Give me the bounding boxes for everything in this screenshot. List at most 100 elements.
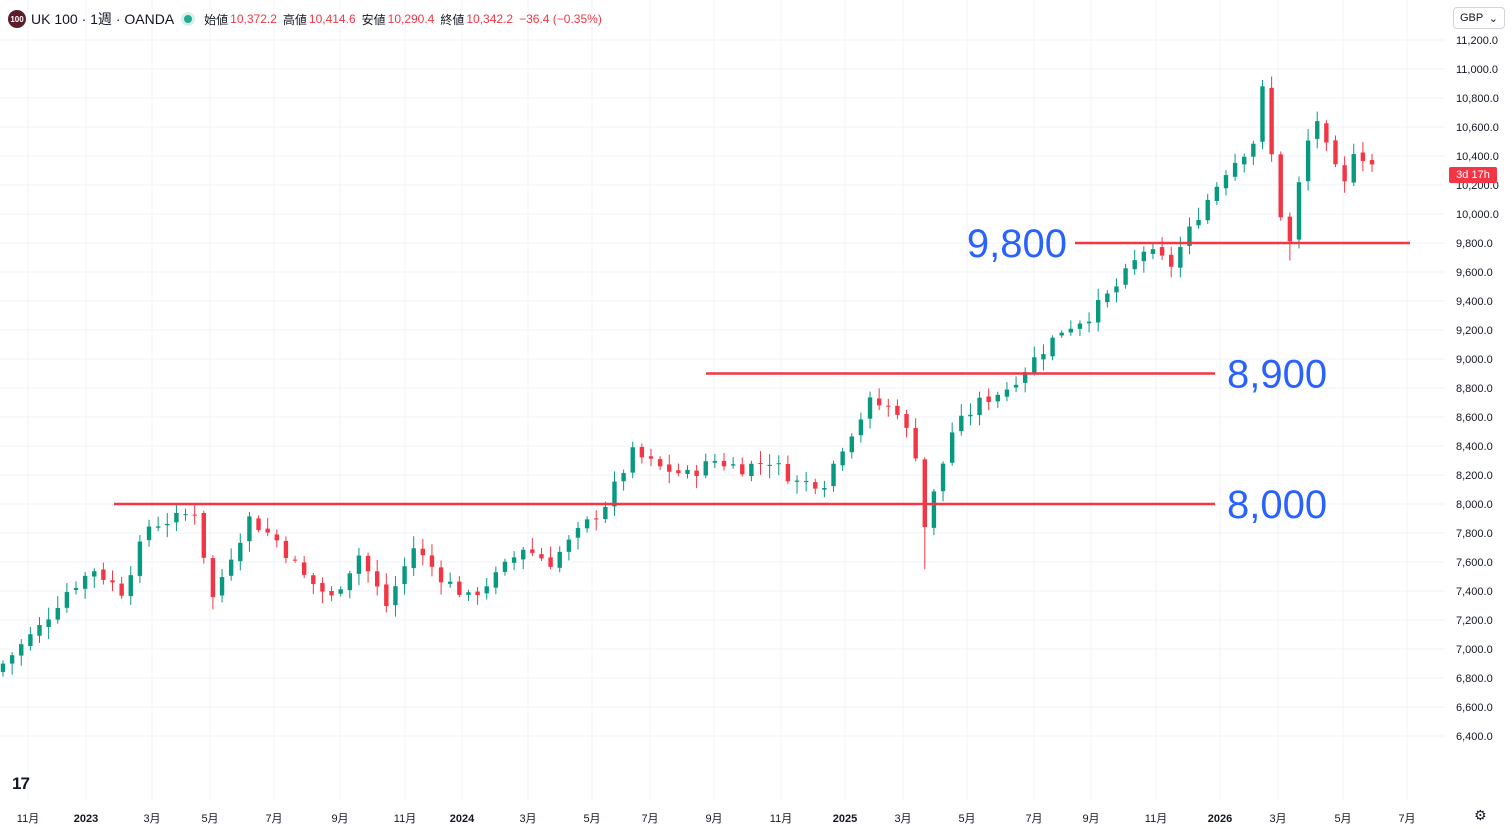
y-tick-label: 6,600.0 xyxy=(1456,702,1493,714)
candle-body xyxy=(420,548,426,556)
candle-body xyxy=(767,464,772,466)
candle-body xyxy=(210,558,216,598)
level-label-9800: 9,800 xyxy=(967,222,1067,266)
candle-body xyxy=(813,482,818,489)
candle-body xyxy=(749,463,754,477)
candle-body xyxy=(1342,165,1347,182)
y-tick-label: 9,600.0 xyxy=(1456,267,1493,279)
candle-body xyxy=(155,526,161,528)
candle-body xyxy=(238,542,243,562)
candle-body xyxy=(46,619,51,627)
candle-body xyxy=(1324,123,1329,143)
y-tick-label: 7,600.0 xyxy=(1456,557,1493,569)
candle-body xyxy=(1360,152,1366,161)
x-tick-label: 5月 xyxy=(1334,813,1351,825)
currency-selector[interactable]: GBP ⌄ xyxy=(1453,7,1505,29)
candle-body xyxy=(1223,175,1229,189)
y-tick-label: 7,000.0 xyxy=(1456,644,1493,656)
candle-body xyxy=(0,663,6,672)
candle-body xyxy=(338,589,343,594)
candle-body xyxy=(840,451,845,466)
x-tick-label: 2025 xyxy=(833,813,857,825)
x-tick-label: 3月 xyxy=(1269,813,1286,825)
candle-body xyxy=(1059,332,1064,336)
y-tick-label: 10,000.0 xyxy=(1456,209,1499,221)
x-tick-label: 7月 xyxy=(1025,813,1042,825)
candle-body xyxy=(347,573,353,591)
candle-body xyxy=(730,464,736,466)
candle-body xyxy=(849,436,854,453)
candle-body xyxy=(256,518,261,531)
candle-body xyxy=(968,414,973,417)
candle-body xyxy=(758,463,763,465)
change-value: −36.4 (−0.35%) xyxy=(519,12,602,26)
candle-body xyxy=(1205,199,1210,221)
y-tick-label: 8,200.0 xyxy=(1456,470,1493,482)
y-tick-label: 9,400.0 xyxy=(1456,296,1493,308)
candle-body xyxy=(19,644,24,656)
y-tick-label: 11,200.0 xyxy=(1456,35,1498,47)
candle-body xyxy=(895,405,900,415)
candle-body xyxy=(1305,140,1311,182)
candle-body xyxy=(1150,249,1156,254)
candle-body xyxy=(940,463,946,492)
chevron-down-icon: ⌄ xyxy=(1488,12,1498,25)
x-tick-label: 2024 xyxy=(450,813,475,825)
y-tick-label: 11,000.0 xyxy=(1456,64,1498,76)
candle-body xyxy=(931,491,937,528)
y-tick-label: 9,200.0 xyxy=(1456,325,1493,337)
candle-body xyxy=(1214,186,1220,201)
candle-body xyxy=(55,608,60,620)
candle-body xyxy=(137,541,143,576)
candle-body xyxy=(1369,160,1375,165)
y-tick-label: 6,800.0 xyxy=(1456,673,1493,685)
candle-body xyxy=(429,555,435,567)
x-tick-label: 2023 xyxy=(74,813,98,825)
candle-body xyxy=(1141,251,1147,262)
candle-body xyxy=(530,549,535,553)
x-tick-label: 2026 xyxy=(1208,813,1232,825)
candle-body xyxy=(1269,87,1274,155)
candle-body xyxy=(402,566,407,585)
y-tick-label: 6,400.0 xyxy=(1456,731,1493,743)
y-tick-label: 7,400.0 xyxy=(1456,586,1493,598)
candle-body xyxy=(374,571,380,587)
candle-body xyxy=(73,588,79,590)
time-axis[interactable]: 11月 2023 3月 5月 7月 9月 11月 2024 3月 5月 7月 9月 11月 2025 3月 5… xyxy=(17,813,1416,825)
x-tick-label: 7月 xyxy=(1398,813,1415,825)
y-tick-label: 10,600.0 xyxy=(1456,122,1499,134)
candle-body xyxy=(1296,182,1302,240)
candle-body xyxy=(867,397,873,419)
candle-body xyxy=(320,582,325,592)
x-tick-label: 9月 xyxy=(705,813,722,825)
candle-body xyxy=(1232,162,1238,177)
symbol-title[interactable]: UK 100 · 1週 · OANDA xyxy=(31,11,175,27)
x-tick-label: 11月 xyxy=(1145,813,1167,825)
candle-body xyxy=(858,419,864,436)
chart-header: 100 UK 100 · 1週 · OANDA 始値 10,372.2 高値 1… xyxy=(8,9,608,29)
candle-body xyxy=(119,583,124,596)
price-axis[interactable]: 11,200.0 11,000.0 10,800.0 10,600.0 10,400.0… xyxy=(1456,35,1499,743)
chart-grid xyxy=(0,0,1445,800)
candle-body xyxy=(92,571,97,577)
candle-body xyxy=(612,481,617,507)
candle-body xyxy=(174,512,179,523)
candle-body xyxy=(949,432,955,463)
candle-body xyxy=(922,459,927,528)
tradingview-logo-icon[interactable]: 17 xyxy=(12,774,30,793)
candle-body xyxy=(594,518,599,520)
candle-body xyxy=(466,592,471,595)
candle-body xyxy=(803,481,809,483)
settings-icon[interactable]: ⚙ xyxy=(1474,807,1487,823)
candle-body xyxy=(384,584,389,607)
candle-body xyxy=(1315,121,1320,139)
candle-body xyxy=(101,569,106,580)
candle-body xyxy=(566,539,572,552)
symbol-logo[interactable]: 100 xyxy=(8,10,26,28)
candle-body xyxy=(247,516,252,542)
candle-body xyxy=(1050,337,1055,357)
candle-body xyxy=(548,557,553,567)
candle-body xyxy=(9,655,15,664)
candle-body xyxy=(82,575,88,589)
